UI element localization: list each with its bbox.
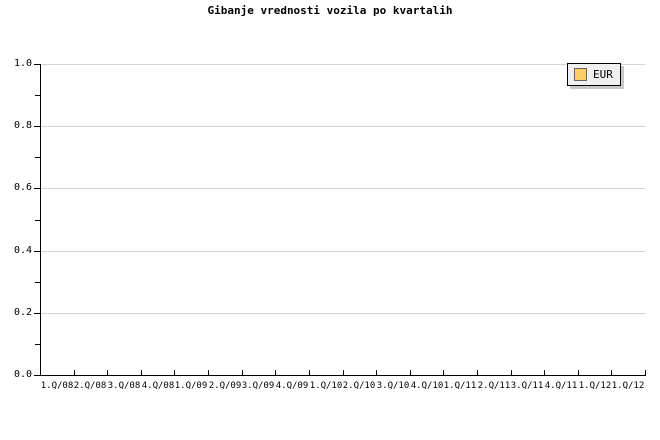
x-axis-label: 2.Q/09 bbox=[208, 381, 242, 391]
y-axis-label: 1.0 bbox=[13, 58, 32, 69]
legend-box[interactable]: EUR bbox=[567, 63, 621, 86]
y-tick-minor bbox=[35, 343, 40, 345]
x-tick bbox=[107, 370, 108, 376]
x-tick bbox=[477, 370, 478, 376]
x-tick bbox=[141, 370, 142, 376]
y-tick-minor bbox=[35, 281, 40, 283]
y-axis-line bbox=[40, 64, 41, 376]
x-axis-label: 4.Q/10 bbox=[410, 381, 444, 391]
y-tick-major bbox=[34, 375, 40, 376]
x-axis-label: 4.Q/11 bbox=[544, 381, 578, 391]
x-axis-label: 3.Q/09 bbox=[241, 381, 275, 391]
x-tick bbox=[309, 370, 310, 376]
gridline bbox=[40, 126, 645, 128]
y-axis-label: 0.8 bbox=[13, 120, 32, 132]
y-tick-major bbox=[34, 312, 40, 314]
x-axis-label: 2.Q/10 bbox=[342, 381, 376, 391]
y-tick-major bbox=[34, 250, 40, 252]
x-axis-label: 4.Q/09 bbox=[275, 381, 309, 391]
x-axis-label: 2.Q/11 bbox=[477, 381, 511, 391]
x-tick bbox=[410, 370, 411, 376]
x-axis-label: 3.Q/11 bbox=[510, 381, 544, 391]
legend-label-eur: EUR bbox=[593, 68, 613, 81]
y-axis-labels: 0.0 0.2 0.4 0.6 0.8 1.0 bbox=[0, 0, 32, 440]
x-axis-label: 1.Q/10 bbox=[309, 381, 343, 391]
gridline bbox=[40, 64, 645, 65]
x-tick bbox=[208, 370, 209, 376]
gridline bbox=[40, 250, 645, 252]
y-axis-label: 0.2 bbox=[13, 306, 32, 318]
legend-swatch-eur bbox=[574, 68, 587, 81]
x-axis-label: 3.Q/08 bbox=[107, 381, 141, 391]
x-tick bbox=[578, 370, 579, 376]
gridline bbox=[40, 312, 645, 314]
x-axis-label: 1.Q/12 bbox=[611, 381, 645, 391]
x-axis-label: 3.Q/10 bbox=[376, 381, 410, 391]
y-axis-label: 0.0 bbox=[13, 369, 32, 380]
x-axis-label: 1.Q/08 bbox=[40, 381, 74, 391]
y-tick-minor bbox=[35, 95, 40, 97]
x-axis-label: 2.Q/08 bbox=[73, 381, 107, 391]
y-tick-major bbox=[34, 64, 40, 65]
x-tick bbox=[443, 370, 444, 376]
series-layer-eur bbox=[40, 64, 645, 375]
x-tick bbox=[611, 370, 612, 376]
x-tick bbox=[275, 370, 276, 376]
chart-title: Gibanje vrednosti vozila po kvartalih bbox=[207, 4, 453, 17]
x-tick bbox=[242, 370, 243, 376]
y-tick-major bbox=[34, 126, 40, 128]
x-axis-label: 1.Q/09 bbox=[174, 381, 208, 391]
x-tick bbox=[343, 370, 344, 376]
x-axis-label: 1.Q/11 bbox=[443, 381, 477, 391]
plot-area bbox=[40, 64, 645, 375]
gridline bbox=[40, 188, 645, 190]
x-tick bbox=[74, 370, 75, 376]
x-tick bbox=[40, 370, 41, 376]
x-tick bbox=[376, 370, 377, 376]
y-axis-label: 0.6 bbox=[13, 182, 32, 194]
y-tick-major bbox=[34, 188, 40, 190]
x-tick bbox=[544, 370, 545, 376]
y-axis-label: 0.4 bbox=[13, 244, 32, 256]
x-axis-label: 4.Q/08 bbox=[141, 381, 175, 391]
y-tick-minor bbox=[35, 157, 40, 159]
x-tick bbox=[174, 370, 175, 376]
y-tick-minor bbox=[35, 219, 40, 221]
x-axis-label: 1.Q/12 bbox=[578, 381, 612, 391]
x-tick bbox=[511, 370, 512, 376]
x-tick bbox=[645, 370, 646, 376]
